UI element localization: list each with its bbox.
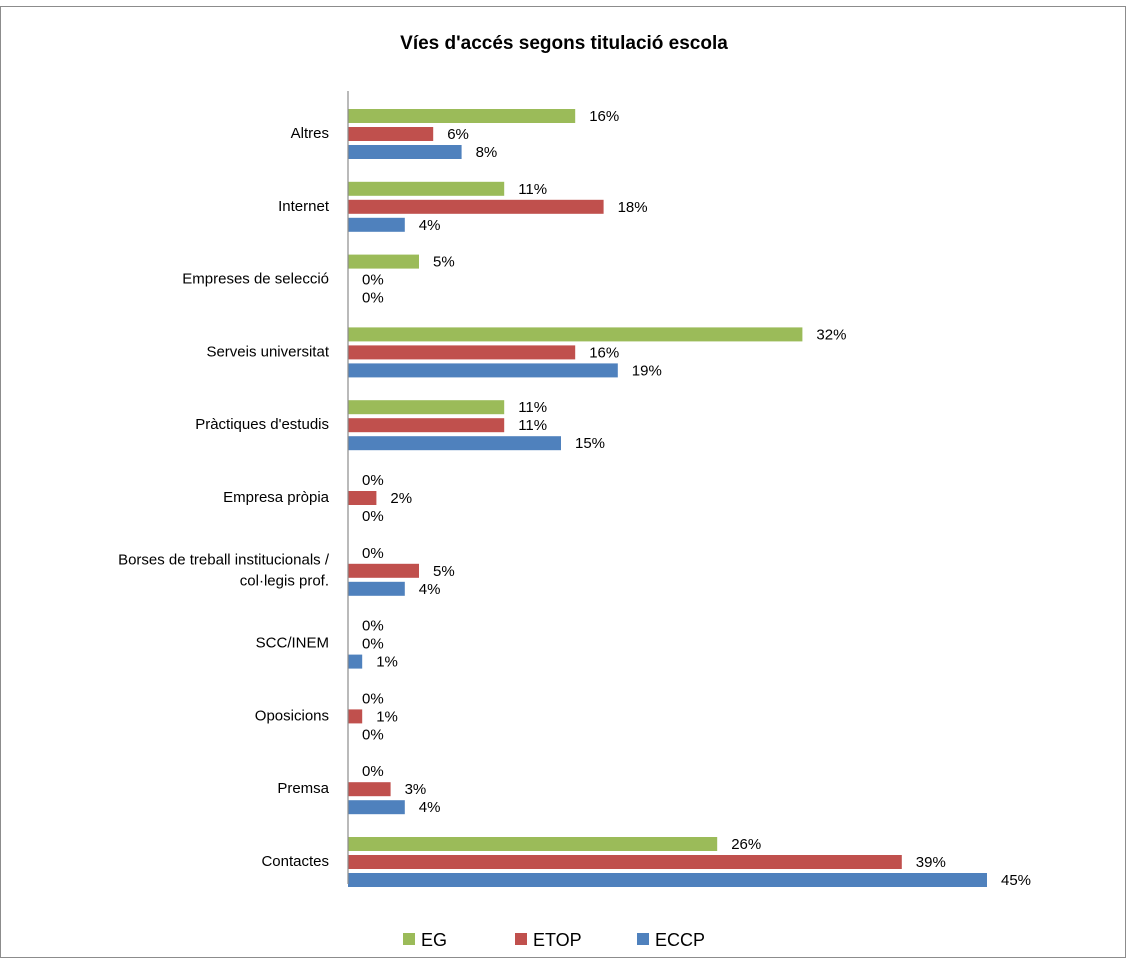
data-label: 5%	[433, 563, 455, 580]
data-label: 1%	[376, 654, 398, 671]
bar-etop	[348, 855, 902, 869]
bar-etop	[348, 127, 434, 141]
legend: EG ETOP ECCP	[403, 930, 705, 950]
category-label: Pràctiques d'estudis	[195, 416, 329, 433]
chart-title: Víes d'accés segons titulació escola	[400, 33, 728, 54]
bars-layer	[348, 109, 987, 887]
legend-label-eg: EG	[421, 930, 447, 950]
category-label: Empresa pròpia	[223, 489, 330, 506]
category-label: Borses de treball institucionals / col·le…	[118, 551, 330, 589]
chart-frame	[0, 6, 1126, 958]
bar-eccp	[348, 217, 405, 232]
data-label: 4%	[419, 581, 441, 598]
data-label: 0%	[362, 545, 384, 562]
data-label: 0%	[362, 726, 384, 743]
data-label: 8%	[476, 144, 498, 161]
data-label: 15%	[575, 435, 605, 452]
bar-eccp	[348, 363, 618, 378]
category-label: Internet	[278, 198, 330, 215]
bar-etop	[348, 199, 604, 214]
bar-eccp	[348, 581, 405, 596]
bar-etop	[348, 491, 377, 505]
data-label: 0%	[362, 618, 384, 635]
data-label: 11%	[518, 417, 547, 434]
data-label: 45%	[1001, 872, 1031, 889]
data-label: 18%	[618, 199, 648, 216]
data-label: 6%	[447, 126, 469, 143]
bar-eccp	[348, 800, 405, 815]
data-label: 32%	[816, 326, 846, 343]
bar-eg	[348, 109, 576, 123]
category-label: Altres	[291, 125, 329, 142]
data-label: 0%	[362, 472, 384, 489]
category-label: Oposicions	[255, 707, 329, 724]
bar-eccp	[348, 145, 462, 159]
bar-etop	[348, 345, 576, 360]
bar-eccp	[348, 436, 561, 451]
legend-swatch-eg	[403, 933, 415, 945]
legend-swatch-eccp	[637, 933, 649, 945]
legend-label-etop: ETOP	[533, 930, 582, 950]
data-label: 39%	[916, 854, 946, 871]
bar-eg	[348, 837, 718, 851]
bar-eg	[348, 181, 505, 196]
category-label: SCC/INEM	[256, 635, 329, 652]
data-label: 5%	[433, 254, 455, 271]
data-label: 4%	[419, 799, 441, 816]
bar-etop	[348, 782, 391, 797]
category-label: Contactes	[261, 853, 329, 870]
data-label: 16%	[589, 108, 619, 125]
data-label: 2%	[390, 490, 412, 507]
bar-eg	[348, 254, 419, 269]
bar-etop	[348, 563, 419, 578]
bar-eg	[348, 400, 505, 415]
data-label: 4%	[419, 217, 441, 234]
legend-label-eccp: ECCP	[655, 930, 705, 950]
category-label: Empreses de selecció	[182, 271, 329, 288]
legend-swatch-etop	[515, 933, 527, 945]
data-label: 0%	[362, 690, 384, 707]
data-label: 0%	[362, 272, 384, 289]
bar-etop	[348, 418, 505, 433]
data-label: 16%	[589, 344, 619, 361]
data-label: 0%	[362, 290, 384, 307]
bar-eg	[348, 327, 803, 342]
category-label: Serveis universitat	[206, 343, 329, 360]
bar-eccp	[348, 873, 987, 887]
bar-eccp	[348, 654, 363, 669]
data-label: 0%	[362, 763, 384, 780]
data-label: 0%	[362, 636, 384, 653]
data-label: 11%	[518, 399, 547, 416]
data-label: 0%	[362, 508, 384, 525]
data-label: 3%	[405, 781, 427, 798]
category-label: Premsa	[277, 780, 329, 797]
data-label: 1%	[376, 708, 398, 725]
bar-etop	[348, 709, 363, 724]
data-label: 11%	[518, 181, 547, 198]
labels-layer: Altres 16% 6% 8% Internet 11% 18% 4% Empreses de…	[118, 108, 1031, 889]
data-label: 19%	[632, 362, 662, 379]
data-label: 26%	[731, 836, 761, 853]
